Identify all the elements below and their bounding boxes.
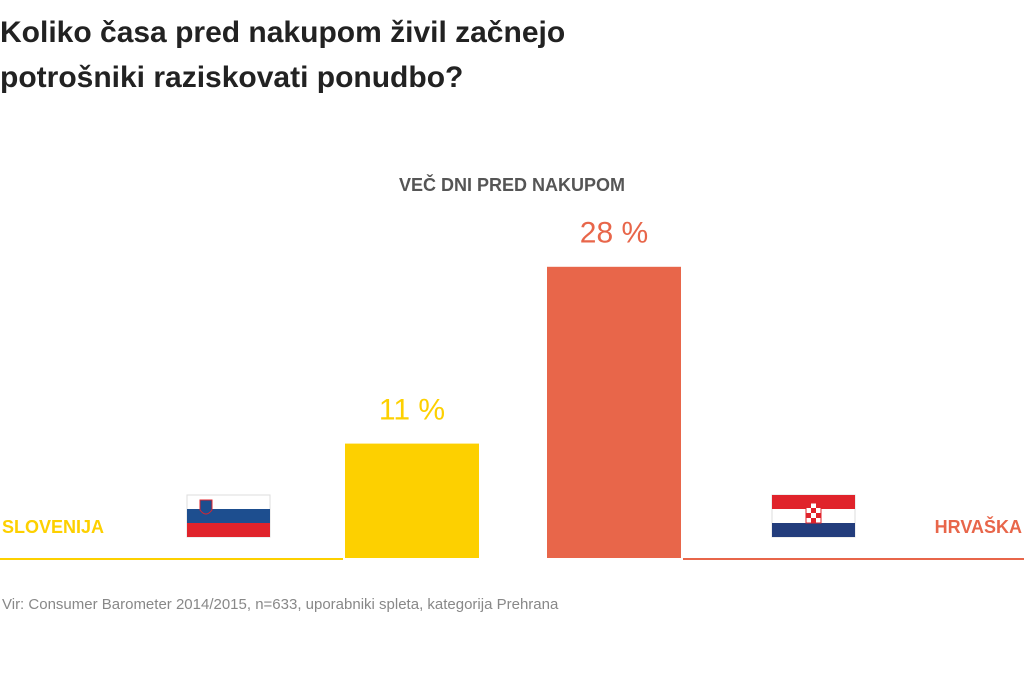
- source: Vir: Consumer Barometer 2014/2015, n=633…: [2, 596, 559, 613]
- flag-slovenia: [186, 494, 271, 538]
- title-box: Koliko časa pred nakupom živil začnejo p…: [0, 16, 566, 94]
- value-label: 11 %: [379, 394, 445, 427]
- category-label: SLOVENIJA: [2, 517, 104, 537]
- chart-title: Koliko časa pred nakupom živil začnejo p…: [0, 16, 566, 94]
- bar: [345, 443, 479, 558]
- value-label: 28 %: [580, 217, 648, 250]
- chart-subtitle: VEČ DNI PRED NAKUPOM: [399, 174, 625, 195]
- category-label: HRVAŠKA: [935, 516, 1022, 537]
- flag-croatia: [771, 494, 856, 538]
- bar: [547, 266, 681, 558]
